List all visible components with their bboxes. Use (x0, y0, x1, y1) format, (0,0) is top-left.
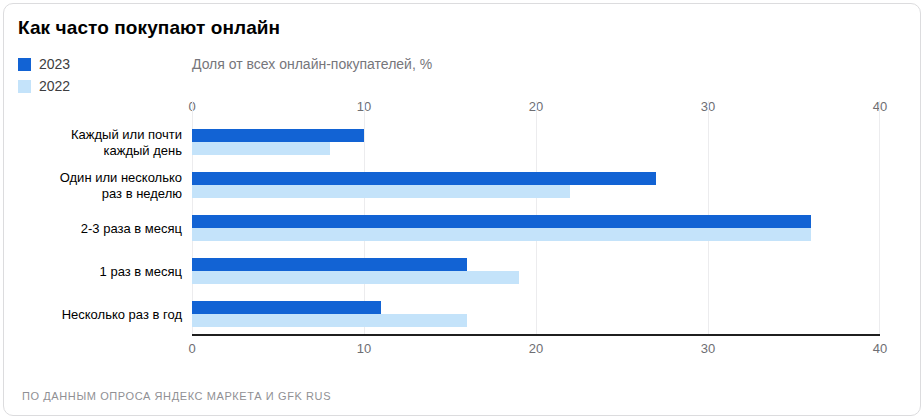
legend-swatch-2023 (18, 58, 31, 71)
category-label: 1 раз в месяц (18, 250, 192, 293)
bar-2022-1 (192, 142, 330, 155)
bar-row (192, 207, 880, 250)
bar-2023-2 (192, 172, 656, 185)
legend-item-2022: 2022 (18, 76, 192, 96)
chart-card-inner: Как часто покупают онлайн 2023 2022 Доля … (4, 4, 920, 415)
legend-label-2022: 2022 (39, 78, 70, 94)
bar-2022-5 (192, 314, 467, 327)
bar-2022-2 (192, 185, 570, 198)
x-axis-tick-30: 30 (701, 341, 715, 356)
plot-area (192, 121, 880, 336)
category-label: 2-3 раза в месяц (18, 207, 192, 250)
bar-chart: 0 10 20 30 40 Каждый или почти каждый деньОд… (18, 99, 920, 358)
legend: 2023 2022 (18, 54, 192, 98)
chart-body: Каждый или почти каждый деньОдин или нес… (18, 121, 920, 336)
bar-2023-3 (192, 215, 811, 228)
chart-card: Как часто покупают онлайн 2023 2022 Доля … (3, 3, 921, 416)
bar-row (192, 121, 880, 164)
bar-row (192, 250, 880, 293)
bar-2022-3 (192, 228, 811, 241)
source-note: ПО ДАННЫМ ОПРОСА ЯНДЕКС МАРКЕТА И GFK RU… (22, 390, 331, 402)
chart-title: Как часто покупают онлайн (18, 17, 920, 39)
category-label: Каждый или почти каждый день (18, 121, 192, 164)
x-axis-tick-20: 20 (529, 341, 543, 356)
category-label: Один или несколько раз в неделю (18, 164, 192, 207)
bar-2023-5 (192, 301, 381, 314)
legend-item-2023: 2023 (18, 54, 192, 74)
chart-header: 2023 2022 Доля от всех онлайн-покупателей… (18, 54, 920, 98)
bar-2022-4 (192, 271, 519, 284)
legend-label-2023: 2023 (39, 56, 70, 72)
category-label: Несколько раз в год (18, 293, 192, 336)
bar-row (192, 293, 880, 336)
x-axis-tick-40: 40 (873, 99, 887, 114)
bar-2023-4 (192, 258, 467, 271)
x-axis-tick-10: 10 (357, 341, 371, 356)
x-axis-bottom: 010203040 (192, 341, 880, 358)
legend-swatch-2022 (18, 80, 31, 93)
x-axis-tick-0: 0 (188, 341, 195, 356)
category-labels: Каждый или почти каждый деньОдин или нес… (18, 121, 192, 336)
bar-row (192, 164, 880, 207)
bar-2023-1 (192, 129, 364, 142)
x-axis-tick-40: 40 (873, 341, 887, 356)
axis-units-label: Доля от всех онлайн-покупателей, % (192, 54, 432, 74)
